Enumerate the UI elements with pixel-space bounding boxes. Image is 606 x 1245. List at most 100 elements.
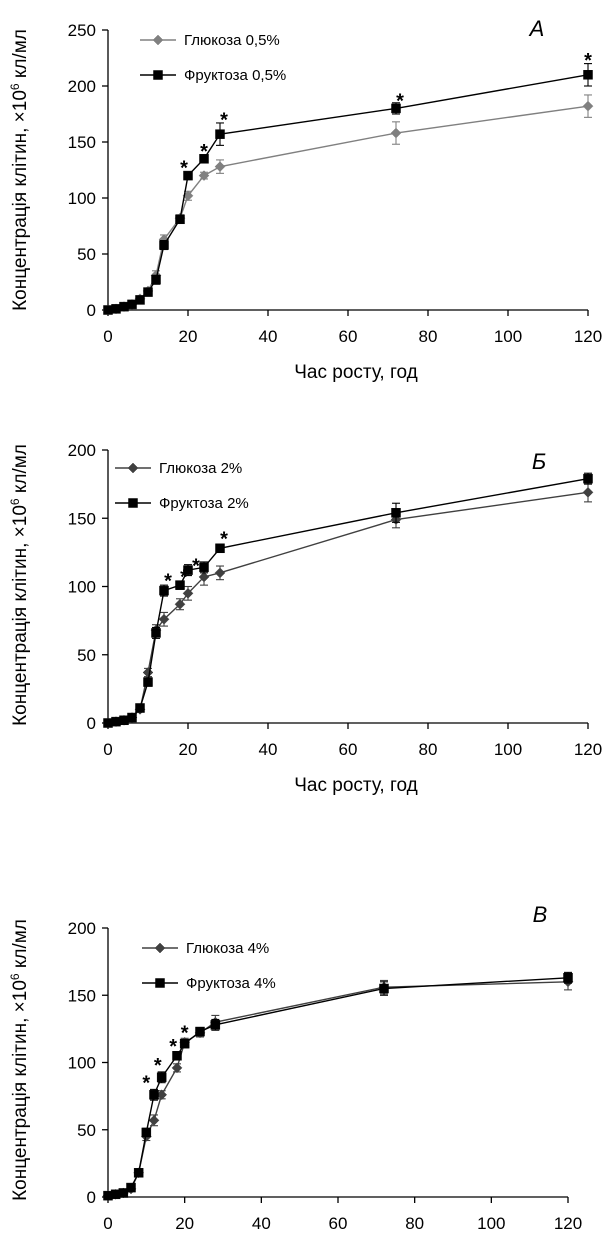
chart-2-series-1-point	[379, 983, 389, 994]
chart-2-legend-1-marker	[155, 978, 165, 988]
chart-1-series-1-point	[183, 565, 193, 575]
chart-0-series-1-point	[135, 295, 145, 305]
chart-1-series-1-point	[127, 712, 137, 723]
chart-1-series-1-point	[103, 718, 113, 728]
chart-2-x-tick-label: 60	[329, 1214, 348, 1233]
chart-2-series-1-point	[141, 1127, 152, 1138]
chart-1-series-1-point	[119, 715, 129, 726]
chart-0-legend-1-label: Фруктоза 0,5%	[184, 67, 286, 84]
chart-0-series-0-point	[390, 127, 402, 139]
chart-0-series-1-point	[215, 129, 225, 139]
chart-1-significance-marker: *	[180, 567, 188, 589]
chart-1-x-tick-label: 120	[574, 740, 602, 759]
chart-1-series-1-point	[199, 562, 209, 573]
chart-0-significance-marker: *	[200, 141, 208, 163]
chart-2-series-0-point	[171, 1062, 183, 1074]
chart-2-legend-0-marker	[154, 942, 166, 954]
chart-panel-1: 0 50 100 150 200 0 20 40 60 80 100 120 Час росту, го…	[8, 441, 602, 796]
chart-2-y-tick-label: 200	[68, 919, 96, 938]
chart-1-series-0-point	[582, 486, 594, 498]
chart-1-significance-marker: *	[192, 556, 200, 578]
chart-0-x-tick-label: 60	[339, 327, 358, 346]
chart-0-x-tick-label: 120	[574, 327, 602, 346]
chart-1-x-axis-title: Час росту, год	[294, 775, 417, 796]
chart-1-legend-1-label: Фруктоза 2%	[159, 495, 249, 512]
chart-1-series-1-point	[391, 508, 401, 518]
chart-0-y-tick-label: 250	[68, 21, 96, 40]
chart-1-series-1-point	[111, 716, 121, 727]
chart-0-y-tick-label: 100	[68, 189, 96, 208]
chart-0-x-tick-label: 40	[259, 327, 278, 346]
chart-1-legend-0-label: Глюкоза 2%	[159, 460, 242, 477]
chart-1-y-tick-label: 0	[87, 714, 96, 733]
chart-0-x-tick-label: 0	[103, 327, 112, 346]
chart-1-legend-1-marker	[128, 498, 138, 508]
chart-1-significance-marker: *	[220, 528, 228, 550]
chart-2-significance-marker: *	[169, 1036, 177, 1058]
chart-0-legend-0-label: Глюкоза 0,5%	[184, 32, 280, 49]
chart-0-y-axis-title: Концентрація клітин, ×106 кл/мл	[8, 29, 31, 311]
chart-1-series-1-point	[135, 703, 145, 713]
chart-2-legend-0-label: Глюкоза 4%	[186, 940, 269, 957]
chart-1-y-axis-title: Концентрація клітин, ×106 кл/мл	[8, 444, 31, 726]
chart-0-y-tick-label: 0	[87, 301, 96, 320]
chart-1-series-0-point	[198, 571, 210, 583]
chart-1-series-1-point	[175, 580, 185, 590]
chart-0-panel-label: А	[528, 16, 545, 41]
chart-1-series-0-point	[214, 567, 226, 579]
chart-0-series-0	[102, 94, 594, 316]
chart-0-series-1-point	[199, 154, 209, 164]
chart-2-legend-1-label: Фруктоза 4%	[186, 975, 276, 992]
chart-1-series-1-point	[151, 628, 161, 638]
chart-2-x-tick-label: 100	[477, 1214, 505, 1233]
chart-0-significance-marker: *	[180, 158, 188, 180]
chart-0-series-1-point	[159, 240, 169, 250]
chart-0-significance-marker: *	[584, 50, 592, 72]
chart-1-x-tick-label: 80	[419, 740, 438, 759]
chart-2-y-tick-label: 50	[77, 1121, 96, 1140]
chart-1-significance-marker: *	[164, 571, 172, 593]
chart-0-x-axis-title: Час росту, год	[294, 362, 417, 383]
chart-2-x-tick-label: 20	[175, 1214, 194, 1233]
chart-2-significance-marker: *	[142, 1072, 150, 1094]
chart-1-y-tick-label: 200	[68, 441, 96, 460]
chart-1-panel-label: Б	[532, 449, 546, 474]
chart-2-y-tick-label: 100	[68, 1054, 96, 1073]
chart-0-legend-0-marker	[152, 34, 164, 46]
chart-1-y-tick-label: 150	[68, 509, 96, 528]
chart-2-series-1-point	[118, 1188, 129, 1198]
chart-0-series-1-point	[183, 170, 193, 181]
chart-0-series-1-point	[175, 214, 185, 225]
chart-0-series-1	[103, 63, 593, 315]
chart-0-y-axis-title-tail: кл/мл	[10, 29, 31, 83]
chart-2-series-1-point	[133, 1168, 144, 1178]
chart-0-significance-marker: *	[396, 90, 404, 112]
chart-2-y-axis-title-tail: кл/мл	[10, 919, 31, 973]
chart-2-series-0-line	[107, 981, 569, 1197]
chart-0-y-tick-label: 150	[68, 133, 96, 152]
chart-1-series-0-point	[142, 667, 154, 678]
chart-0-series-1-point	[391, 103, 401, 114]
chart-2-y-tick-label: 150	[68, 986, 96, 1005]
chart-1-x-tick-label: 0	[103, 740, 112, 759]
chart-2-y-axis-title-main: Концентрація клітин, ×10	[10, 980, 31, 1201]
chart-0-series-1-point	[127, 299, 137, 310]
chart-2-y-axis-title-exp: 6	[8, 973, 22, 980]
chart-1-y-axis-title-main: Концентрація клітин, ×10	[10, 505, 31, 726]
chart-panel-0: 0 50 100 150 200 250 0 20 40 60 80 100 120 Час росту,…	[8, 16, 602, 383]
chart-2-series-1-point	[149, 1090, 159, 1100]
chart-0-series-1-point	[143, 287, 153, 297]
chart-0-y-tick-label: 50	[77, 245, 96, 264]
chart-1-series-1	[103, 472, 593, 728]
chart-2-series-0	[102, 973, 574, 1202]
chart-0-legend-1-marker	[153, 70, 163, 80]
chart-2-series-1-point	[563, 973, 573, 983]
chart-0-y-axis-title-exp: 6	[8, 83, 22, 90]
chart-1-series-0	[102, 482, 594, 729]
chart-2-series-1-point	[210, 1020, 221, 1030]
chart-1-x-tick-label: 20	[179, 740, 198, 759]
chart-1-x-tick-label: 60	[339, 740, 358, 759]
chart-1-series-1-point	[215, 543, 225, 554]
